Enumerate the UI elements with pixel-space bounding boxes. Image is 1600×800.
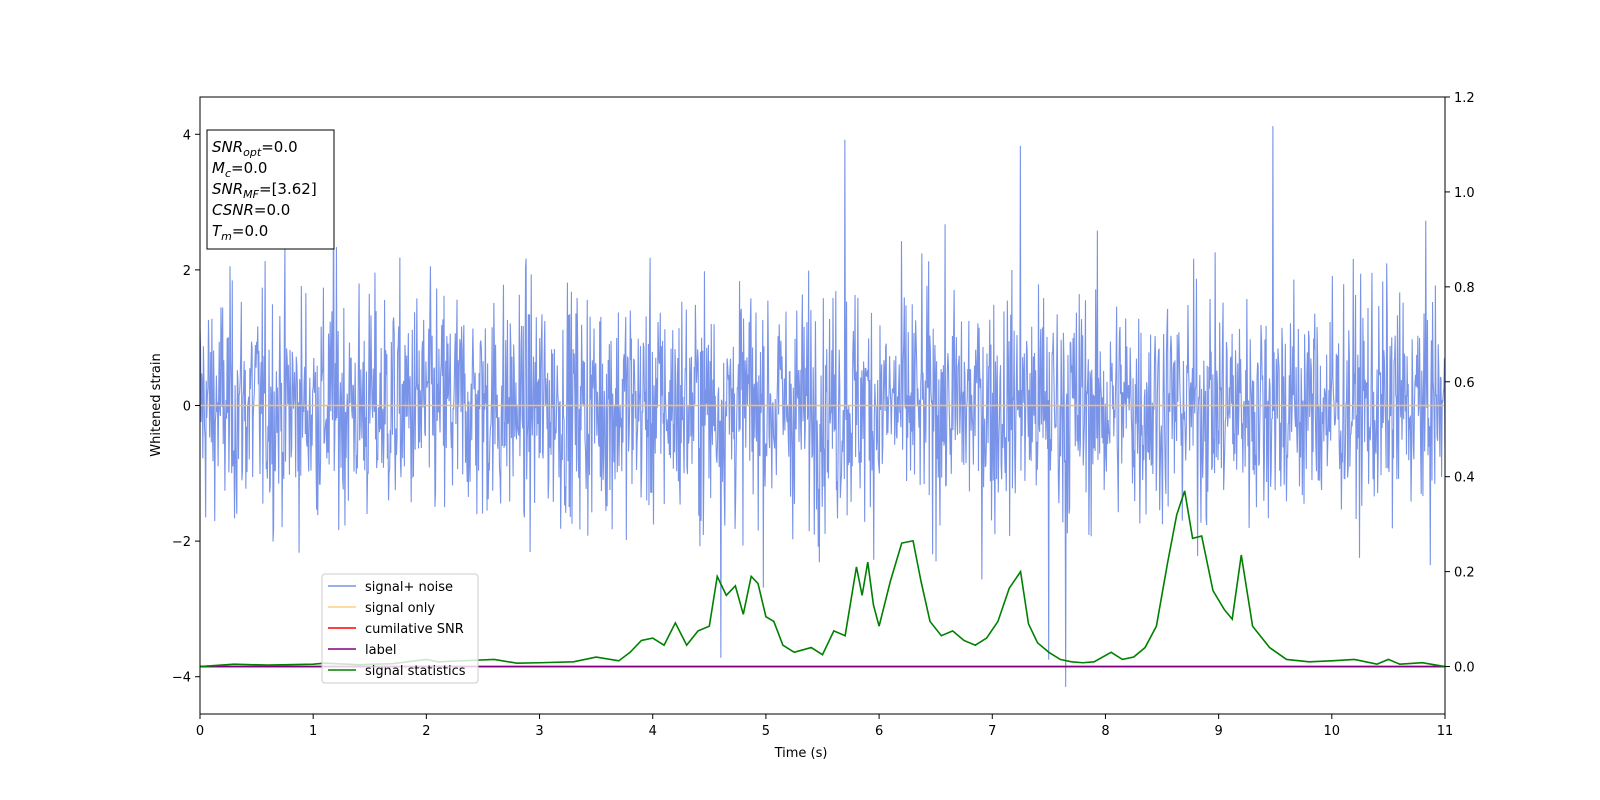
x-tick-label: 3 bbox=[535, 724, 543, 739]
y-axis-label: Whitened strain bbox=[149, 353, 164, 456]
x-tick-label: 6 bbox=[875, 724, 883, 739]
legend-label: cumilative SNR bbox=[365, 622, 464, 637]
series-line-signal-noise bbox=[200, 126, 1445, 687]
legend-frame bbox=[321, 573, 479, 684]
axes: 0 1 2 3 4 5 6 7 8 9 10 11 −4 −2 0 2 4 0.0 0.2 0.4 0.6 0.8 1.0 1… bbox=[172, 91, 1475, 739]
y-tick-label: 0 bbox=[183, 400, 191, 415]
x-tick-label: 9 bbox=[1214, 724, 1222, 739]
x-axis-label: Time (s) bbox=[774, 746, 828, 761]
legend-label: label bbox=[365, 643, 396, 658]
x-tick-label: 1 bbox=[309, 724, 317, 739]
x-tick-label: 10 bbox=[1324, 724, 1341, 739]
x-tick-label: 11 bbox=[1437, 724, 1454, 739]
x-tick-label: 5 bbox=[762, 724, 770, 739]
y-tick-label: −4 bbox=[172, 671, 191, 686]
x-tick-label: 8 bbox=[1101, 724, 1109, 739]
info-box-frame bbox=[206, 129, 335, 250]
y-tick-label: −2 bbox=[172, 535, 191, 550]
y2-tick-label: 1.0 bbox=[1454, 186, 1475, 201]
x-tick-label: 0 bbox=[196, 724, 204, 739]
x-tick-label: 4 bbox=[649, 724, 657, 739]
info-line: Tm=0.0 bbox=[212, 222, 268, 243]
y2-tick-label: 0.2 bbox=[1454, 566, 1475, 581]
info-line: CSNR=0.0 bbox=[212, 201, 290, 219]
y2-tick-label: 0.4 bbox=[1454, 471, 1475, 486]
x-tick-label: 7 bbox=[988, 724, 996, 739]
y2-tick-label: 1.2 bbox=[1454, 91, 1475, 106]
legend: signal+ noise signal only cumilative SNR la… bbox=[321, 573, 479, 684]
y2-tick-label: 0.6 bbox=[1454, 376, 1475, 391]
series-line-signal-statistics bbox=[200, 490, 1445, 668]
y2-tick-label: 0.8 bbox=[1454, 281, 1475, 296]
legend-label: signal only bbox=[365, 601, 435, 616]
info-line: Mc=0.0 bbox=[212, 159, 267, 180]
y-tick-label: 2 bbox=[183, 264, 191, 279]
legend-label: signal statistics bbox=[365, 664, 466, 679]
y2-tick-label: 0.0 bbox=[1454, 661, 1475, 676]
legend-label: signal+ noise bbox=[365, 580, 453, 595]
x-tick-label: 2 bbox=[422, 724, 430, 739]
info-line: SNRopt=0.0 bbox=[212, 138, 298, 159]
info-line: SNRMF=[3.62] bbox=[212, 180, 317, 201]
y-tick-label: 4 bbox=[183, 128, 191, 143]
